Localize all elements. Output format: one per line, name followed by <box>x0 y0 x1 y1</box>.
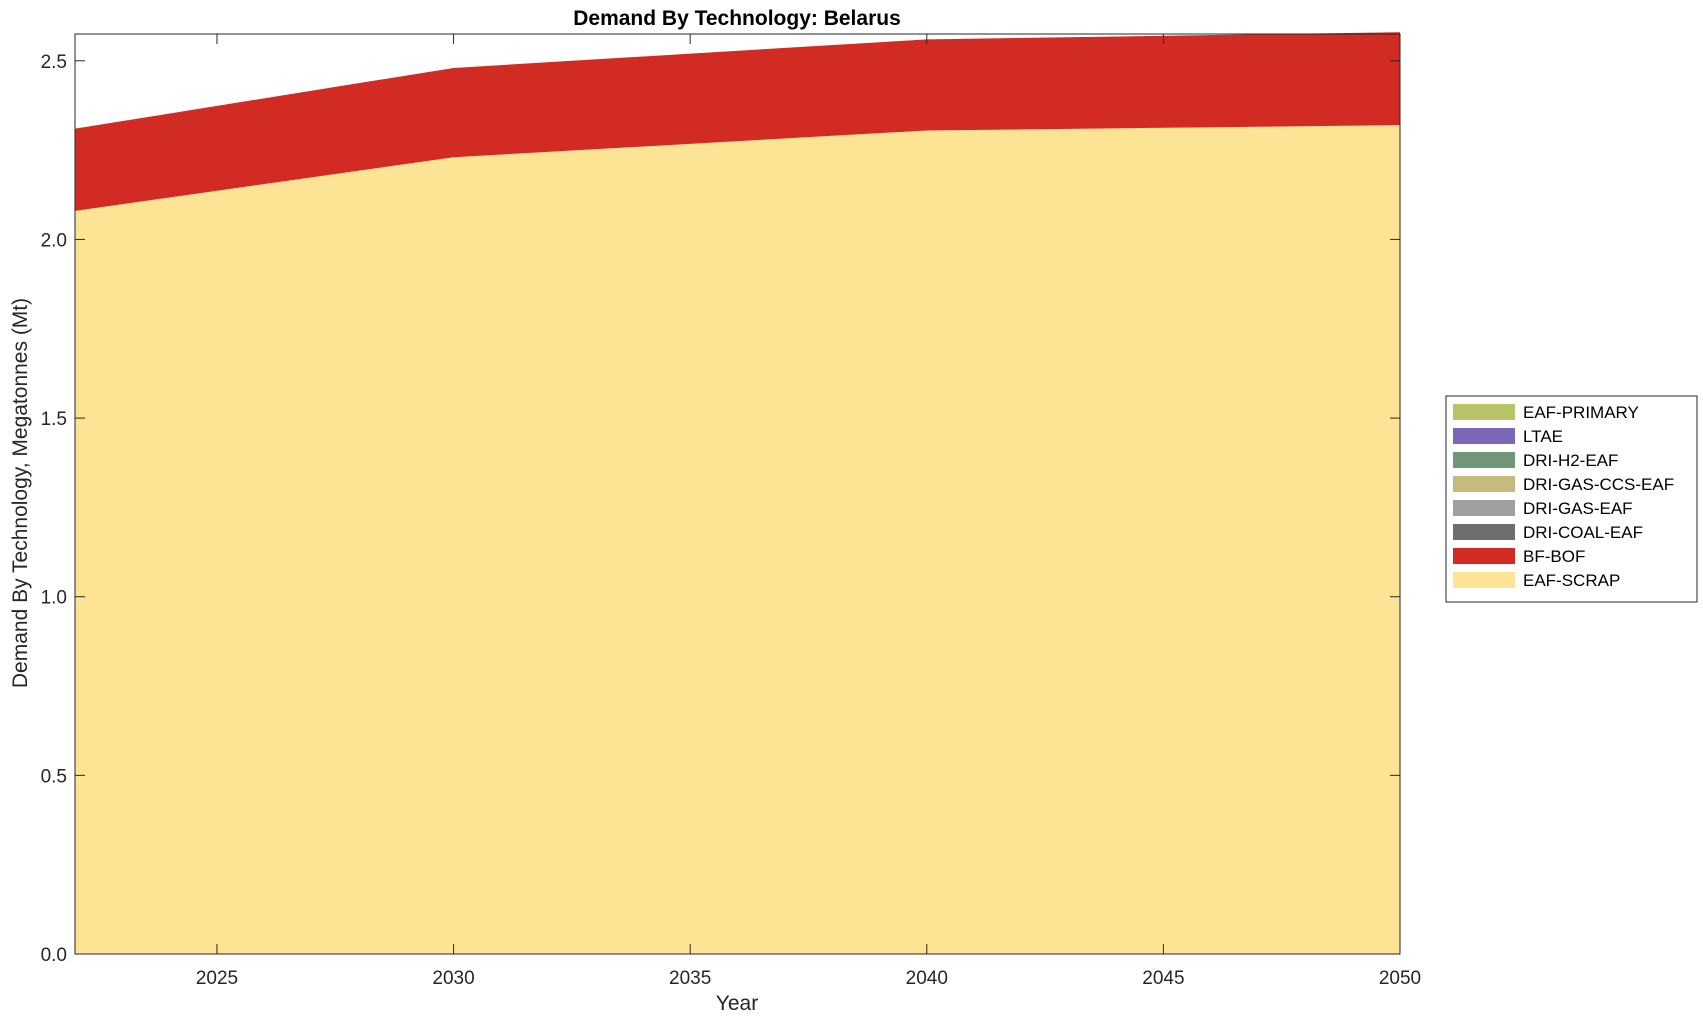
y-axis-label: Demand By Technology, Megatonnes (Mt) <box>9 298 32 688</box>
y-tick-label: 0.0 <box>41 945 67 966</box>
legend-label-dri-gas-ccs-eaf: DRI-GAS-CCS-EAF <box>1523 475 1674 494</box>
x-tick-label: 2035 <box>669 968 711 989</box>
legend-swatch-dri-gas-eaf <box>1453 500 1515 516</box>
axis-ticks: 2025 2030 2035 2040 2045 2050 0.0 0.5 1.0 1.5 2.0 2… <box>41 34 1421 989</box>
x-tick-label: 2025 <box>196 968 238 989</box>
area-eaf-scrap <box>75 125 1400 955</box>
legend-swatch-dri-coal-eaf <box>1453 524 1515 540</box>
x-tick-label: 2040 <box>906 968 948 989</box>
y-tick-label: 0.5 <box>41 766 67 787</box>
area-bf-bof <box>75 32 1400 211</box>
y-tick-label: 2.0 <box>41 230 67 251</box>
legend-label-eaf-scrap: EAF-SCRAP <box>1523 571 1620 590</box>
legend-label-eaf-primary: EAF-PRIMARY <box>1523 403 1639 422</box>
legend-label-dri-coal-eaf: DRI-COAL-EAF <box>1523 523 1643 542</box>
legend-label-dri-h2-eaf: DRI-H2-EAF <box>1523 451 1618 470</box>
legend-label-bf-bof: BF-BOF <box>1523 547 1585 566</box>
x-tick-label: 2030 <box>432 968 474 989</box>
legend-swatch-ltae <box>1453 428 1515 444</box>
y-tick-label: 1.5 <box>41 409 67 430</box>
legend: EAF-PRIMARY LTAE DRI-H2-EAF DRI-GAS-CCS-EAF… <box>1445 395 1698 603</box>
legend-label-dri-gas-eaf: DRI-GAS-EAF <box>1523 499 1633 518</box>
legend-swatch-eaf-scrap <box>1453 572 1515 588</box>
legend-swatch-dri-gas-ccs-eaf <box>1453 476 1515 492</box>
legend-label-ltae: LTAE <box>1523 427 1563 446</box>
legend-swatch-bf-bof <box>1453 548 1515 564</box>
y-tick-label: 2.5 <box>41 52 67 73</box>
chart-areas <box>75 32 1400 955</box>
legend-swatch-eaf-primary <box>1453 404 1515 420</box>
y-tick-label: 1.0 <box>41 588 67 609</box>
chart-title: Demand By Technology: Belarus <box>573 7 901 30</box>
legend-swatch-dri-h2-eaf <box>1453 452 1515 468</box>
x-tick-label: 2050 <box>1379 968 1421 989</box>
x-axis-label: Year <box>716 992 758 1015</box>
plot-frame <box>74 33 1401 955</box>
x-tick-label: 2045 <box>1142 968 1184 989</box>
